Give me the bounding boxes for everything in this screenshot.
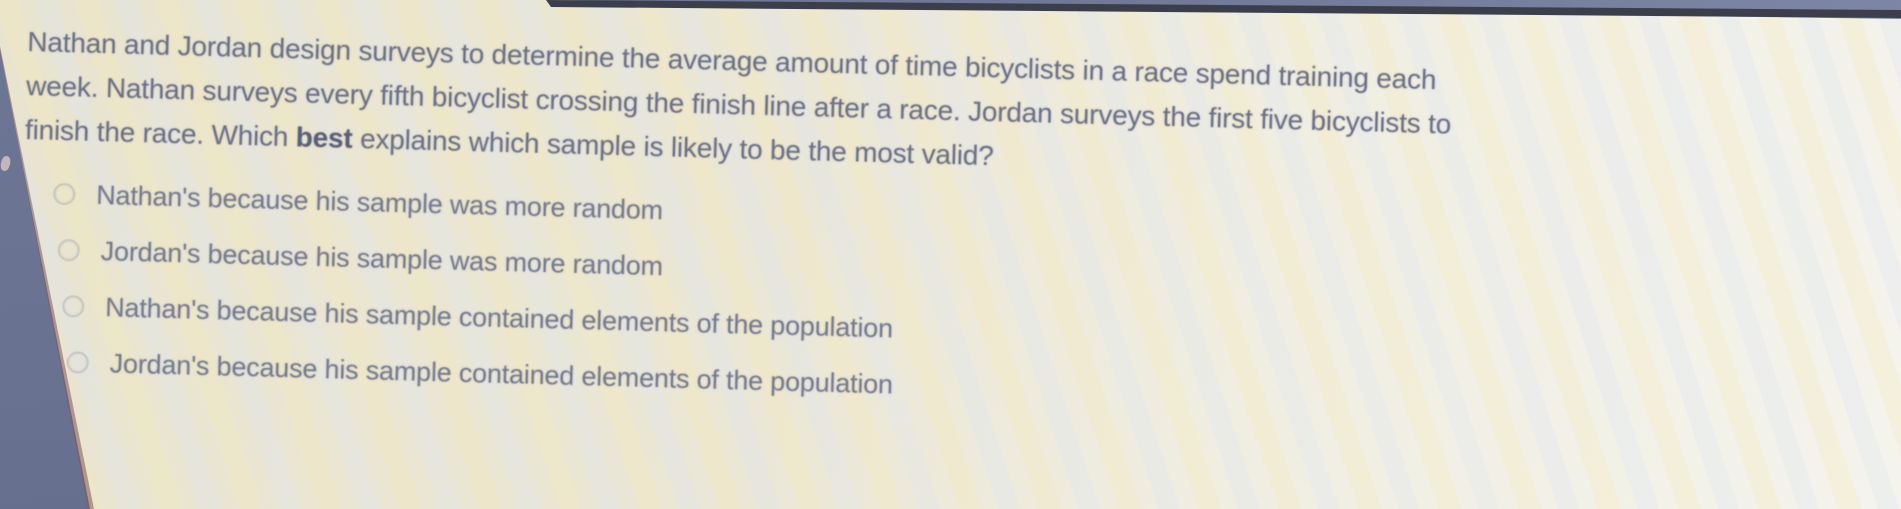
answer-option-1-label: Nathan's because his sample was more ran… [95, 179, 664, 225]
answer-option-2-label: Jordan's because his sample was more ran… [100, 235, 664, 281]
question-block: Nathan and Jordan design surveys to dete… [18, 20, 1627, 434]
answer-option-3-label: Nathan's because his sample contained el… [104, 291, 894, 344]
answer-option-4-label: Jordan's because his sample contained el… [109, 347, 894, 400]
radio-button-icon[interactable] [61, 295, 85, 318]
question-line-3-start: finish the race. Which [24, 113, 297, 153]
radio-button-icon[interactable] [53, 182, 76, 206]
radio-button-icon[interactable] [66, 351, 90, 374]
question-emphasis-best: best [295, 121, 353, 154]
answer-options-list: Nathan's because his sample was more ran… [18, 167, 1623, 430]
radio-button-icon[interactable] [57, 238, 81, 262]
